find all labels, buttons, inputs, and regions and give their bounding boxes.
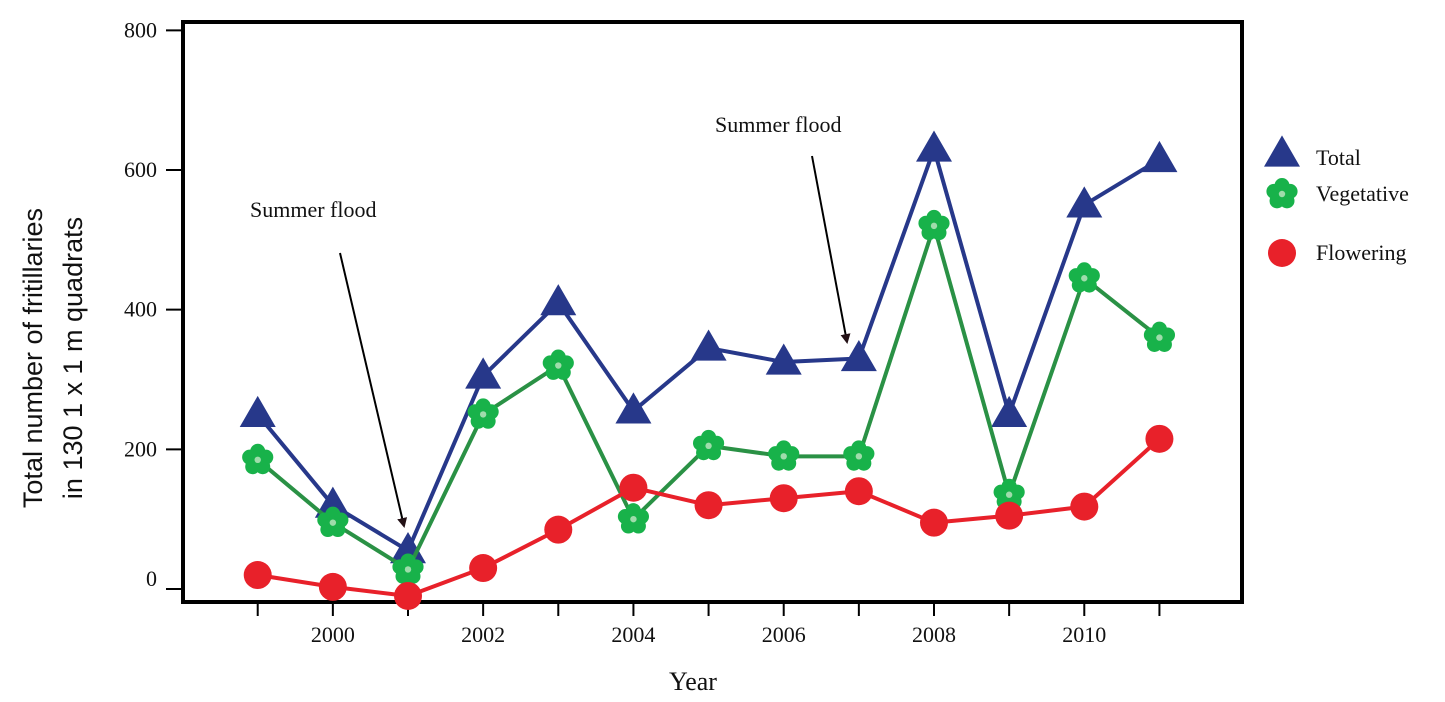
data-point-vegetative bbox=[317, 506, 349, 538]
series-total bbox=[239, 130, 1178, 564]
data-point-flowering bbox=[694, 491, 723, 520]
data-point-flowering bbox=[1070, 492, 1099, 521]
data-point-total bbox=[1066, 186, 1103, 218]
data-point-total bbox=[314, 486, 351, 518]
y-tick-label: 600 bbox=[124, 157, 157, 182]
x-axis-title: Year bbox=[669, 667, 717, 696]
data-point-total bbox=[540, 284, 577, 316]
y-axis-title-line-1: Total number of fritillaries bbox=[18, 208, 48, 508]
annotation-label: Summer flood bbox=[250, 197, 377, 222]
annotation-arrow bbox=[339, 252, 408, 528]
data-point-vegetative bbox=[768, 440, 800, 471]
x-tick-label: 2002 bbox=[461, 622, 505, 647]
data-point-flowering bbox=[243, 561, 272, 590]
data-point-vegetative bbox=[918, 209, 950, 241]
data-point-flowering bbox=[769, 484, 798, 513]
legend-label: Total bbox=[1316, 145, 1361, 170]
data-point-vegetative bbox=[392, 553, 424, 584]
plot-frame bbox=[181, 20, 1244, 604]
data-point-vegetative bbox=[692, 429, 725, 461]
y-axis-title: Total number of fritillaries in 130 1 x 1… bbox=[18, 208, 88, 508]
data-point-total bbox=[615, 392, 652, 424]
annotation-label: Summer flood bbox=[715, 112, 842, 137]
x-tick-label: 2000 bbox=[311, 622, 355, 647]
legend-item-total: Total bbox=[1264, 135, 1361, 170]
data-point-vegetative bbox=[1143, 321, 1176, 352]
legend-marker-flower bbox=[1266, 178, 1298, 209]
data-point-total bbox=[690, 329, 727, 361]
y-tick-label: 0 bbox=[146, 566, 157, 591]
x-tick-label: 2010 bbox=[1062, 622, 1106, 647]
y-tick-label: 800 bbox=[124, 17, 157, 42]
legend-item-vegetative: Vegetative bbox=[1266, 178, 1409, 209]
data-point-vegetative bbox=[1068, 262, 1100, 293]
legend-marker-triangle bbox=[1264, 135, 1300, 167]
annotation-arrow bbox=[811, 155, 851, 344]
data-point-flowering bbox=[394, 581, 422, 610]
data-point-total bbox=[991, 395, 1028, 428]
legend: Total Vegetative Flowering bbox=[1264, 135, 1409, 267]
data-point-total bbox=[765, 343, 802, 375]
data-point-flowering bbox=[469, 554, 498, 583]
data-point-flowering bbox=[844, 477, 873, 506]
x-tick-label: 2006 bbox=[762, 622, 806, 647]
legend-item-flowering: Flowering bbox=[1268, 239, 1406, 267]
data-point-total bbox=[840, 339, 877, 372]
y-tick-label: 200 bbox=[124, 436, 157, 461]
data-point-flowering bbox=[318, 572, 347, 601]
data-point-flowering bbox=[995, 501, 1024, 530]
data-point-vegetative bbox=[617, 503, 650, 534]
data-point-total bbox=[465, 357, 502, 389]
data-point-total bbox=[916, 130, 952, 162]
series-vegetative bbox=[242, 209, 1176, 584]
legend-label: Flowering bbox=[1316, 240, 1406, 265]
data-point-vegetative bbox=[242, 443, 274, 475]
legend-marker-circle bbox=[1268, 239, 1296, 267]
data-point-flowering bbox=[619, 473, 648, 502]
data-point-flowering bbox=[544, 515, 573, 544]
y-axis-title-line-2: in 130 1 x 1 m quadrats bbox=[58, 217, 88, 499]
series-flowering bbox=[243, 424, 1174, 610]
x-tick-label: 2008 bbox=[912, 622, 956, 647]
data-point-vegetative bbox=[843, 440, 875, 471]
data-point-total bbox=[239, 395, 276, 428]
legend-label: Vegetative bbox=[1316, 181, 1409, 206]
data-point-vegetative bbox=[467, 398, 499, 429]
data-point-flowering bbox=[1145, 424, 1174, 453]
data-point-flowering bbox=[920, 508, 948, 537]
data-point-total bbox=[1141, 140, 1178, 173]
y-tick-label: 400 bbox=[124, 297, 157, 322]
data-point-vegetative bbox=[542, 349, 574, 380]
x-tick-label: 2004 bbox=[611, 622, 655, 647]
